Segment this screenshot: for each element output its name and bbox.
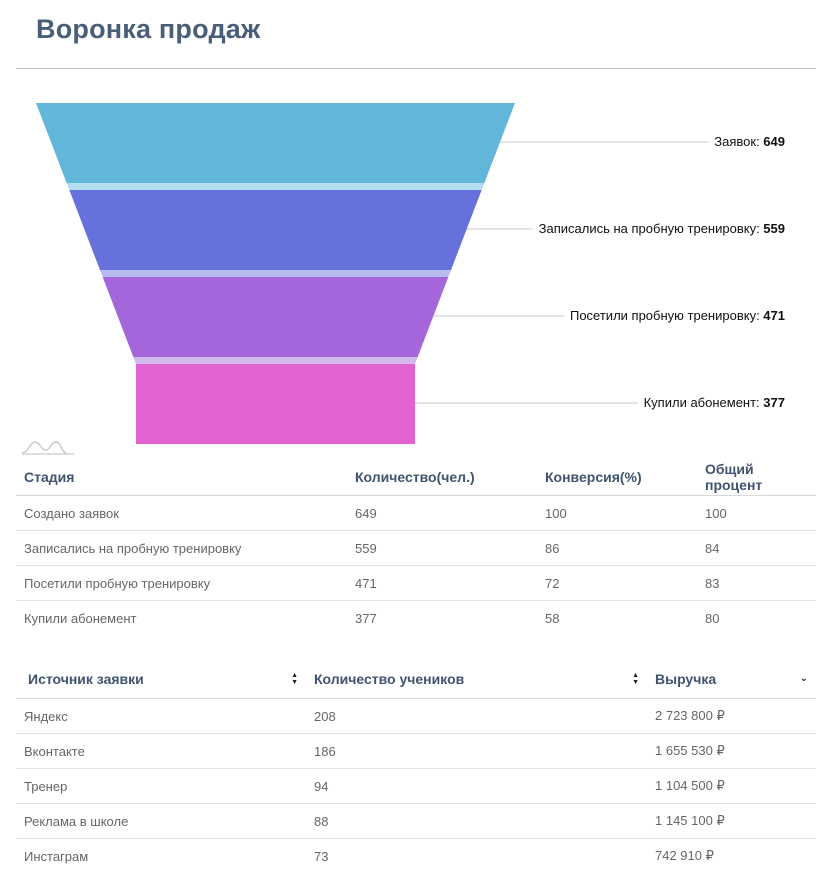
funnel-label: Заявок: 649	[714, 134, 785, 149]
stage-name: Записались на пробную тренировку	[16, 530, 347, 566]
column-header-revenue[interactable]: Выручка ⌄	[647, 659, 816, 699]
stage-conversion: 72	[537, 565, 697, 601]
source-table: Источник заявки ▲ ▼ Количество учеников ▲…	[16, 659, 816, 873]
source-name: Яндекс	[16, 698, 306, 734]
funnel-label: Купили абонемент: 377	[644, 395, 785, 410]
stage-conversion: 86	[537, 530, 697, 566]
stage-total-percent: 84	[697, 530, 816, 566]
column-header-students-label: Количество учеников	[314, 670, 465, 687]
stage-conversion: 100	[537, 495, 697, 531]
column-header-count: Количество(чел.)	[347, 459, 537, 496]
stage-name: Посетили пробную тренировку	[16, 565, 347, 601]
table-row: Вконтакте 186 1 655 530 ₽	[16, 733, 816, 769]
funnel-segment	[136, 364, 415, 444]
sales-funnel-chart: Заявок: 649 Записались на пробную трениро…	[36, 103, 785, 444]
funnel-segment	[36, 103, 515, 183]
funnel-segment	[102, 277, 449, 357]
page-title: Воронка продаж	[36, 14, 261, 44]
column-header-stage: Стадия	[16, 459, 347, 496]
sort-desc-icon[interactable]: ⌄	[799, 672, 808, 684]
source-name: Вконтакте	[16, 733, 306, 769]
column-header-source[interactable]: Источник заявки ▲ ▼	[16, 659, 306, 699]
source-revenue: 2 723 800 ₽	[647, 698, 816, 734]
stage-count: 377	[355, 610, 377, 626]
funnel-label: Записались на пробную тренировку: 559	[539, 221, 785, 236]
table-row: Инстаграм 73 742 910 ₽	[16, 839, 816, 874]
column-header-total-percent: Общий процент	[697, 459, 816, 496]
stage-name: Купили абонемент	[24, 610, 137, 626]
source-students: 186	[306, 733, 647, 769]
column-header-revenue-label: Выручка	[655, 670, 717, 687]
source-revenue: 1 655 530 ₽	[647, 733, 816, 769]
source-revenue: 1 145 100 ₽	[647, 803, 816, 839]
stage-name: Создано заявок	[16, 495, 347, 531]
source-name: Инстаграм	[24, 848, 89, 864]
source-name: Тренер	[16, 768, 306, 804]
source-students: 208	[306, 698, 647, 734]
stage-count: 559	[347, 530, 537, 566]
source-students: 94	[306, 768, 647, 804]
source-revenue: 742 910 ₽	[655, 848, 714, 863]
chart-brand-icon	[21, 441, 74, 455]
funnel-separator	[133, 357, 418, 364]
sort-both-icon[interactable]: ▲ ▼	[291, 671, 298, 686]
table-row: Тренер 94 1 104 500 ₽	[16, 768, 816, 804]
funnel-segment	[69, 190, 482, 270]
table-row: Записались на пробную тренировку 559 86 …	[16, 530, 816, 566]
column-header-source-label: Источник заявки	[28, 670, 144, 687]
source-students: 88	[306, 803, 647, 839]
table-row: Создано заявок 649 100 100	[16, 495, 816, 531]
source-students: 73	[314, 848, 329, 864]
source-revenue: 1 104 500 ₽	[647, 768, 816, 804]
column-header-conversion: Конверсия(%)	[537, 459, 697, 496]
table-row: Реклама в школе 88 1 145 100 ₽	[16, 803, 816, 839]
stage-conversion: 58	[545, 610, 560, 626]
table-row: Купили абонемент 377 58 80	[16, 601, 816, 636]
funnel-label: Посетили пробную тренировку: 471	[570, 308, 785, 323]
table-row: Посетили пробную тренировку 471 72 83	[16, 565, 816, 601]
stage-count: 649	[347, 495, 537, 531]
stage-total-percent: 80	[705, 610, 720, 626]
sort-both-icon[interactable]: ▲ ▼	[632, 671, 639, 686]
funnel-separator	[66, 183, 485, 190]
stage-count: 471	[347, 565, 537, 601]
funnel-separator	[99, 270, 452, 277]
stage-total-percent: 100	[697, 495, 816, 531]
title-divider	[16, 68, 816, 69]
stage-total-percent: 83	[697, 565, 816, 601]
column-header-students[interactable]: Количество учеников ▲ ▼	[306, 659, 647, 699]
stage-table: Стадия Количество(чел.) Конверсия(%) Общ…	[16, 459, 816, 635]
table-row: Яндекс 208 2 723 800 ₽	[16, 698, 816, 734]
source-name: Реклама в школе	[16, 803, 306, 839]
